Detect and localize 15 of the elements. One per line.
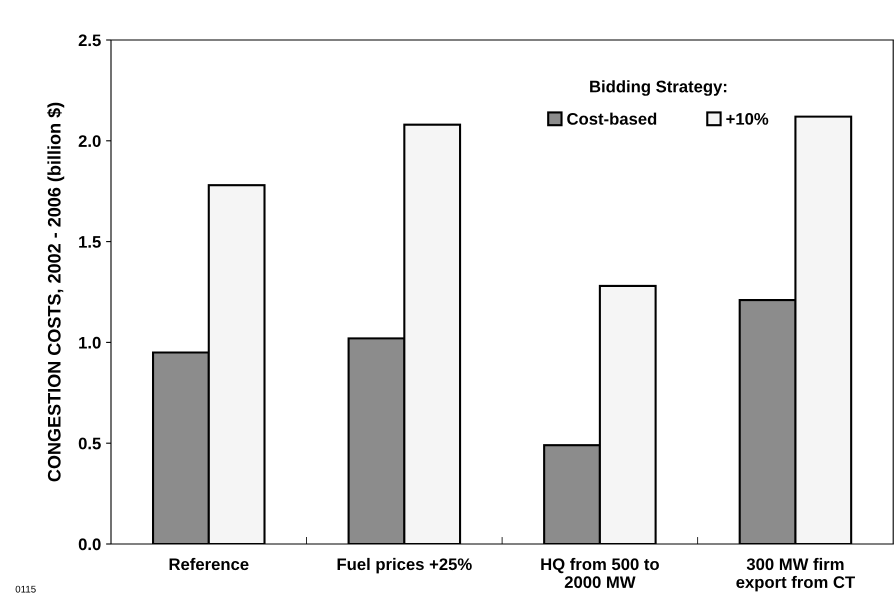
- text: 0115: [16, 586, 36, 593]
- y-tick-label: 1.5: [79, 236, 101, 248]
- legend-title: Bidding Strategy:: [590, 80, 726, 96]
- y-axis-title: CONGESTION COSTS, 2002 - 2006 (billion $): [47, 102, 64, 482]
- y-tick-label: 1.0: [79, 336, 101, 349]
- legend-label: +10%: [726, 113, 768, 125]
- x-tick-label: HQ from 500 to 2000 MW: [541, 558, 659, 588]
- y-tick-label: 0.0: [78, 538, 101, 550]
- legend-label: Cost-based: [567, 112, 656, 125]
- y-tick-label: 0.5: [78, 438, 101, 450]
- x-tick-label: 300 MW firm export from CT: [736, 558, 855, 592]
- x-tick-label: Fuel prices +25%: [338, 558, 472, 574]
- x-tick-label: Reference: [170, 558, 249, 570]
- y-tick-label: 2.0: [78, 135, 101, 148]
- y-tick-label: 2.5: [78, 34, 101, 46]
